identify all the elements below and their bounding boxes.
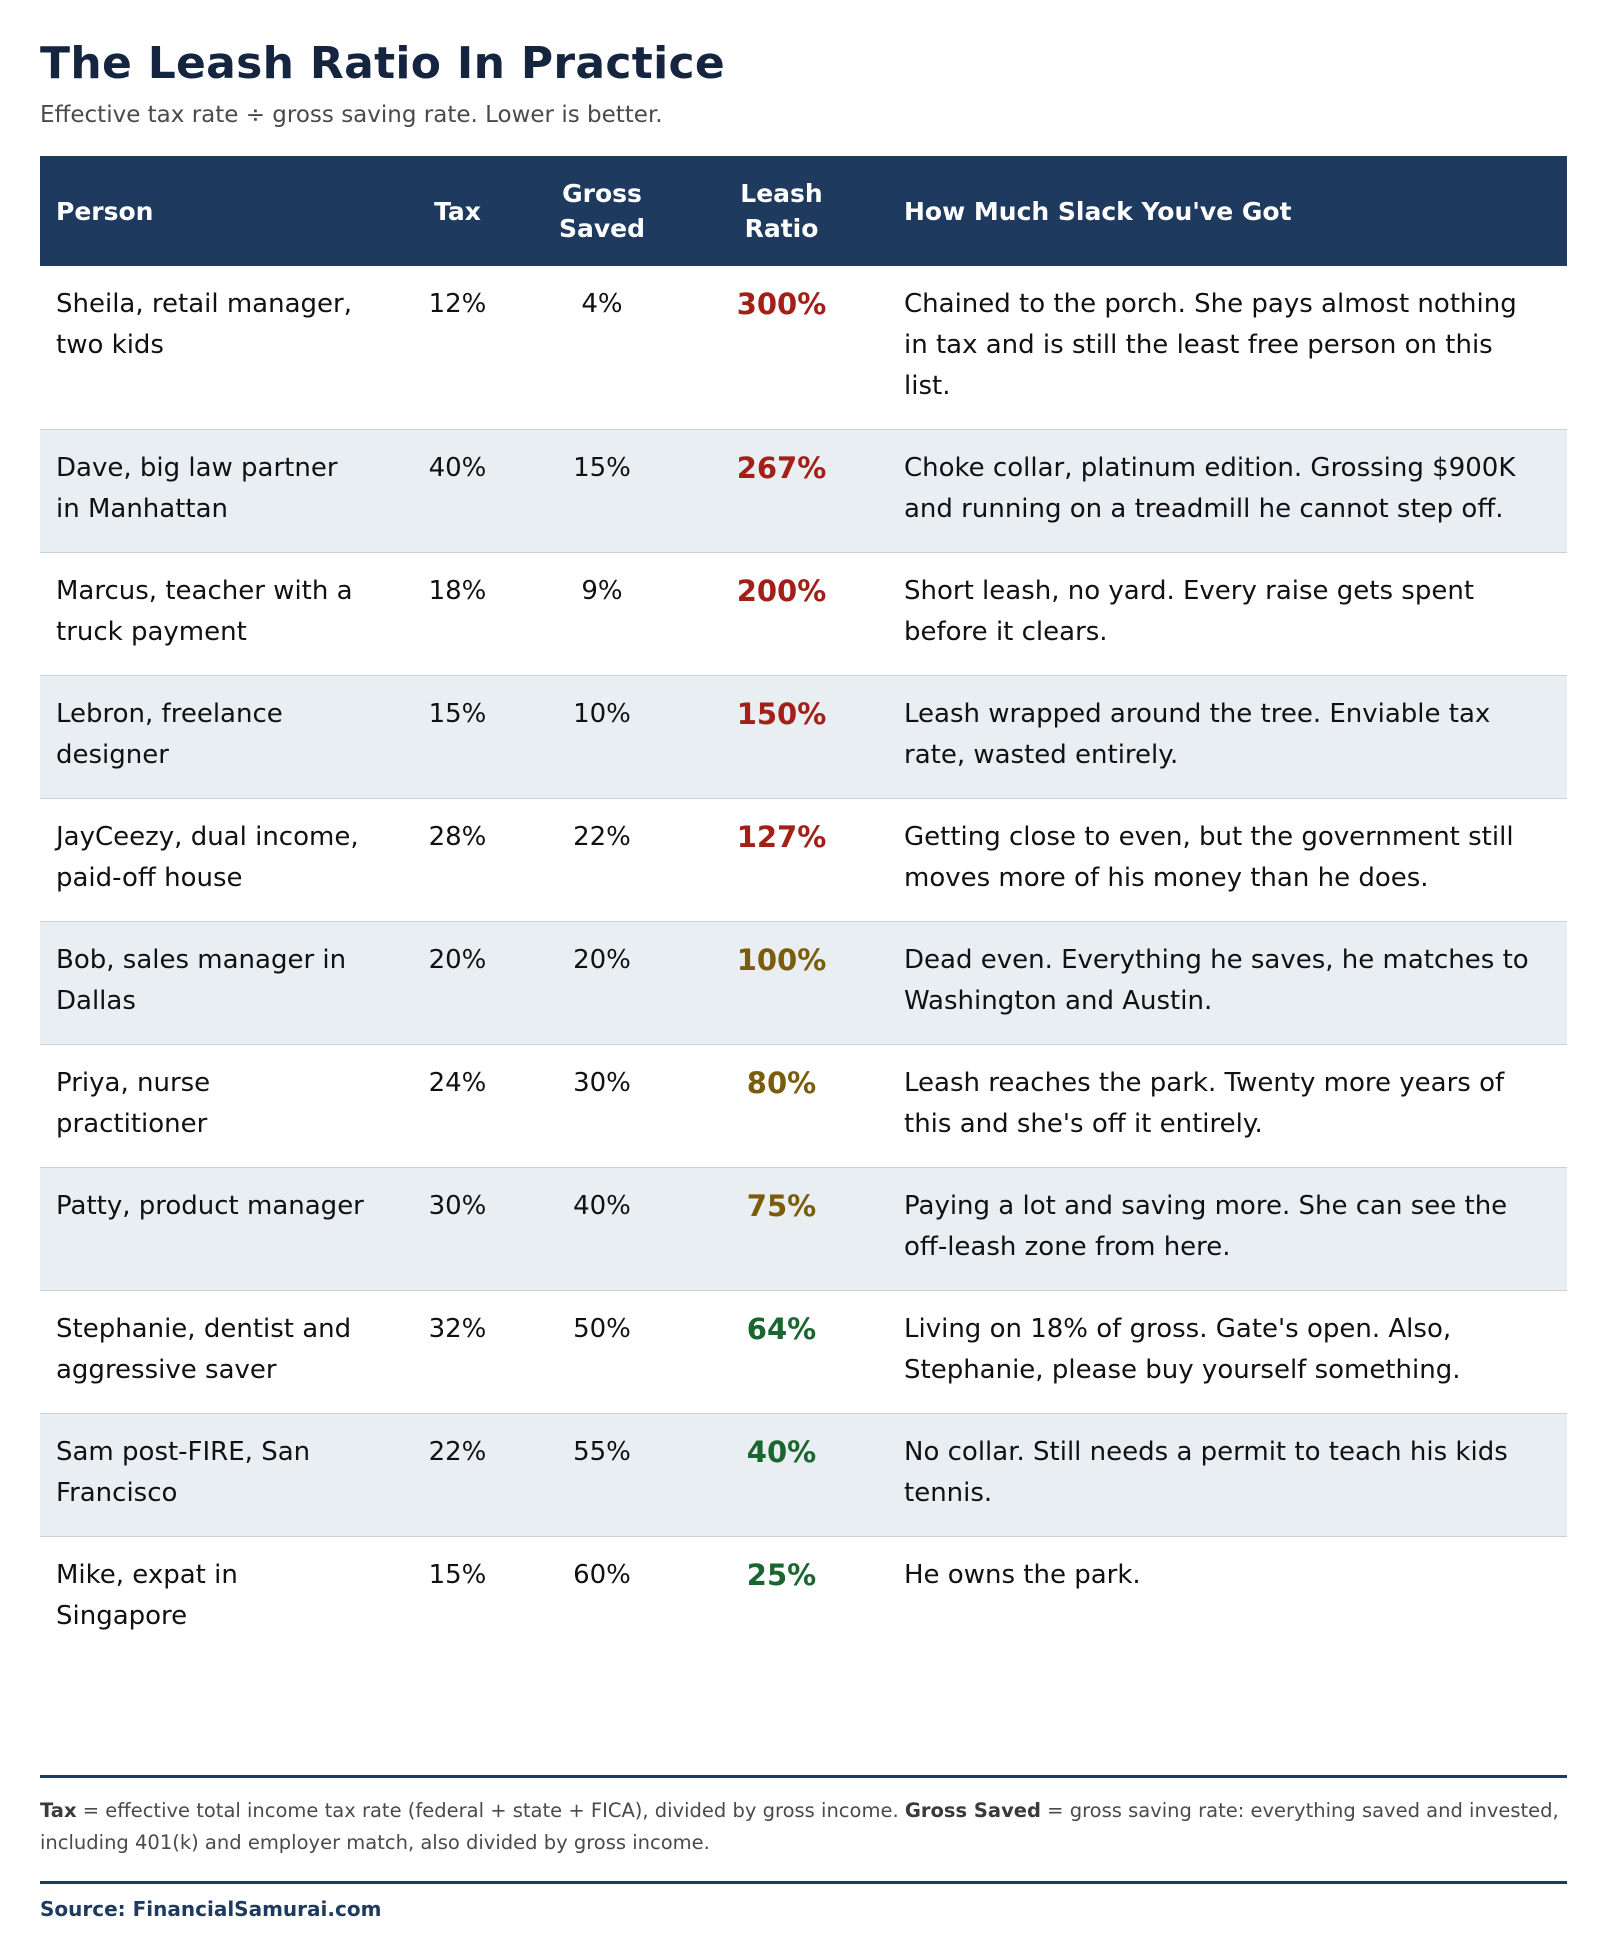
cell-tax: 24% xyxy=(428,1068,487,1098)
cell-gross-saved: 22% xyxy=(573,822,631,852)
cell-slack: Dead even. Everything he saves, he match… xyxy=(904,945,1529,1016)
cell-person: Sheila, retail manager, two kids xyxy=(56,289,352,360)
cell-tax: 15% xyxy=(428,699,487,729)
table-row: Bob, sales manager in Dallas 20% 20% 100% De… xyxy=(40,921,1567,1045)
cell-leash-ratio: 100% xyxy=(736,943,827,977)
table-row: Marcus, teacher with a truck payment 18% 9… xyxy=(40,553,1567,676)
table-row: Lebron, freelance designer 15% 10% 150% Leas… xyxy=(40,675,1567,799)
cell-tax: 32% xyxy=(428,1314,487,1344)
column-header-slack: How Much Slack You've Got xyxy=(904,196,1292,226)
cell-leash-ratio: 127% xyxy=(736,820,827,854)
footnote-tax-definition: = effective total income tax rate (feder… xyxy=(76,1799,905,1822)
table-row: Mike, expat in Singapore 15% 60% 25% He owns… xyxy=(40,1537,1567,1660)
table-header-row: Person Tax Gross Saved Leash Ratio How Muc… xyxy=(40,156,1567,266)
footnote: Tax = effective total income tax rate (f… xyxy=(40,1795,1567,1859)
cell-gross-saved: 9% xyxy=(581,576,623,606)
cell-person: Marcus, teacher with a truck payment xyxy=(56,576,353,647)
cell-slack: Living on 18% of gross. Gate's open. Als… xyxy=(904,1314,1461,1385)
cell-slack: Paying a lot and saving more. She can se… xyxy=(904,1191,1508,1262)
source-credit: Source: FinancialSamurai.com xyxy=(40,1897,382,1921)
table-bottom-rule xyxy=(40,1775,1567,1778)
cell-person: JayCeezy, dual income, paid-off house xyxy=(56,822,359,893)
cell-tax: 22% xyxy=(428,1437,487,1467)
cell-person: Mike, expat in Singapore xyxy=(56,1560,238,1631)
cell-gross-saved: 15% xyxy=(573,453,631,483)
table-row: Sheila, retail manager, two kids 12% 4% 300… xyxy=(40,266,1567,430)
cell-tax: 12% xyxy=(428,289,487,319)
cell-gross-saved: 20% xyxy=(573,945,631,975)
cell-slack: He owns the park. xyxy=(904,1560,1141,1590)
footnote-bottom-rule xyxy=(40,1881,1567,1884)
cell-leash-ratio: 40% xyxy=(746,1435,817,1469)
cell-person: Lebron, freelance designer xyxy=(56,699,283,770)
cell-leash-ratio: 150% xyxy=(736,697,827,731)
column-header-leash-ratio-line1: Leash xyxy=(740,179,823,208)
page-subtitle: Effective tax rate ÷ gross saving rate. … xyxy=(40,102,663,128)
cell-person: Patty, product manager xyxy=(56,1191,364,1221)
cell-tax: 28% xyxy=(428,822,487,852)
table-row: JayCeezy, dual income, paid-off house 28%… xyxy=(40,799,1567,922)
table-row: Patty, product manager 30% 40% 75% Paying a … xyxy=(40,1167,1567,1291)
cell-person: Dave, big law partner in Manhattan xyxy=(56,453,338,524)
cell-slack: No collar. Still needs a permit to teach… xyxy=(904,1437,1508,1508)
column-header-tax: Tax xyxy=(434,196,481,226)
cell-slack: Leash reaches the park. Twenty more year… xyxy=(904,1068,1505,1139)
cell-person: Sam post-FIRE, San Francisco xyxy=(56,1437,311,1508)
leash-ratio-table: Person Tax Gross Saved Leash Ratio How Muc… xyxy=(40,156,1567,1659)
footnote-gross-saved-term: Gross Saved xyxy=(904,1799,1041,1822)
cell-gross-saved: 55% xyxy=(573,1437,631,1467)
table-row: Dave, big law partner in Manhattan 40% 15%… xyxy=(40,429,1567,553)
cell-leash-ratio: 80% xyxy=(746,1066,817,1100)
cell-slack: Chained to the porch. She pays almost no… xyxy=(904,289,1517,401)
cell-gross-saved: 50% xyxy=(573,1314,631,1344)
page-title: The Leash Ratio In Practice xyxy=(40,38,726,89)
column-header-person: Person xyxy=(56,196,154,226)
table-body: Sheila, retail manager, two kids 12% 4% 300… xyxy=(40,266,1567,1659)
cell-person: Priya, nurse practitioner xyxy=(56,1068,211,1139)
cell-gross-saved: 10% xyxy=(573,699,631,729)
cell-leash-ratio: 267% xyxy=(736,451,827,485)
cell-slack: Choke collar, platinum edition. Grossing… xyxy=(904,453,1516,524)
column-header-gross-saved-line1: Gross xyxy=(562,179,642,208)
cell-person: Bob, sales manager in Dallas xyxy=(56,945,347,1016)
column-header-gross-saved: Gross Saved xyxy=(529,156,675,266)
cell-leash-ratio: 200% xyxy=(736,574,827,608)
table-row: Sam post-FIRE, San Francisco 22% 55% 40% No … xyxy=(40,1413,1567,1537)
cell-gross-saved: 60% xyxy=(573,1560,631,1590)
cell-tax: 30% xyxy=(428,1191,487,1221)
cell-gross-saved: 4% xyxy=(581,289,623,319)
cell-leash-ratio: 25% xyxy=(746,1558,817,1592)
cell-tax: 18% xyxy=(428,576,487,606)
cell-slack: Short leash, no yard. Every raise gets s… xyxy=(904,576,1475,647)
cell-leash-ratio: 75% xyxy=(746,1189,817,1223)
cell-leash-ratio: 300% xyxy=(736,287,827,321)
column-header-leash-ratio: Leash Ratio xyxy=(675,156,888,266)
footnote-tax-term: Tax xyxy=(40,1799,77,1822)
cell-slack: Leash wrapped around the tree. Enviable … xyxy=(904,699,1491,770)
column-header-gross-saved-line2: Saved xyxy=(558,214,646,243)
cell-tax: 40% xyxy=(428,453,487,483)
cell-gross-saved: 30% xyxy=(573,1068,631,1098)
table-row: Stephanie, dentist and aggressive saver 3… xyxy=(40,1291,1567,1414)
cell-gross-saved: 40% xyxy=(573,1191,631,1221)
column-header-leash-ratio-line2: Ratio xyxy=(744,214,819,243)
cell-person: Stephanie, dentist and aggressive saver xyxy=(56,1314,352,1385)
cell-tax: 15% xyxy=(428,1560,487,1590)
footnote-gross-saved-definition: = gross saving rate: everything saved an… xyxy=(40,1799,1559,1854)
table-row: Priya, nurse practitioner 24% 30% 80% Leash … xyxy=(40,1045,1567,1168)
cell-tax: 20% xyxy=(428,945,487,975)
cell-slack: Getting close to even, but the governmen… xyxy=(904,822,1514,893)
cell-leash-ratio: 64% xyxy=(746,1312,817,1346)
